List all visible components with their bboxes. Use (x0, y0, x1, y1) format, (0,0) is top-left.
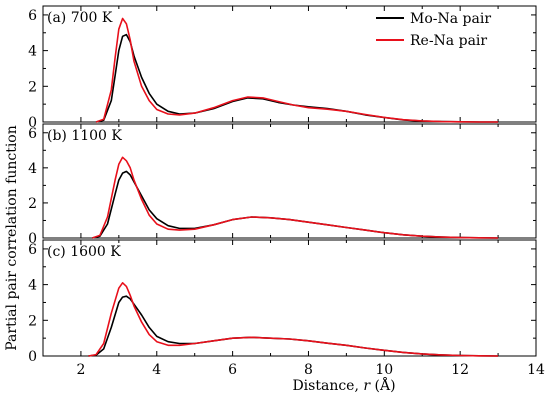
y-axis-label: Partial pair correlation function (4, 125, 20, 351)
legend-label: Mo-Na pair (410, 11, 491, 27)
series-line-re-na (92, 156, 499, 239)
panel-label: (b) 1100 K (47, 128, 122, 144)
y-tick-label: 6 (28, 126, 37, 142)
x-axis-label-text: Distance, (292, 378, 363, 394)
x-tick-label: 10 (375, 362, 393, 378)
x-tick-label: 4 (152, 362, 161, 378)
y-tick-label: 4 (28, 44, 37, 60)
series-line-re-na (95, 17, 499, 123)
y-tick-label: 2 (28, 196, 37, 212)
y-tick-label: 2 (28, 79, 37, 95)
y-tick-label: 4 (28, 278, 37, 294)
panel-0: 0 2 4 6 (a) 700 K (28, 5, 537, 131)
x-tick-label: 8 (304, 362, 313, 378)
panels: 0 2 4 6 (a) 700 K 0 2 4 6 (b) 1100 K 0 2 4 6 (c) 1600 … (28, 5, 537, 365)
legend-label: Re-Na pair (410, 33, 487, 49)
panel-label: (a) 700 K (47, 10, 113, 26)
y-tick-label: 2 (28, 313, 37, 329)
series-line-mo-na (92, 170, 499, 239)
x-axis-label: Distance, r (Å) (292, 376, 395, 394)
panel-1: 0 2 4 6 (b) 1100 K (28, 123, 537, 247)
series-line-re-na (88, 281, 499, 357)
y-tick-label: 6 (28, 242, 37, 258)
panel-frame (42, 5, 537, 123)
y-tick-label: 6 (28, 8, 37, 24)
x-tick-label: 6 (228, 362, 237, 378)
x-tick-labels: 2 4 6 8 10 12 14 (76, 362, 545, 378)
x-axis-label-unit: (Å) (370, 376, 395, 394)
y-tick-label: 0 (28, 349, 37, 365)
y-tick-label: 0 (28, 231, 37, 247)
y-tick-label: 0 (28, 115, 37, 131)
x-tick-label: 14 (527, 362, 545, 378)
panel-frame (42, 239, 537, 357)
panel-frame (42, 123, 537, 239)
series-line-mo-na (88, 295, 499, 357)
legend: Mo-Na pair Re-Na pair (376, 11, 491, 49)
x-tick-label: 12 (451, 362, 469, 378)
y-tick-label: 4 (28, 161, 37, 177)
panel-label: (c) 1600 K (47, 244, 121, 260)
panel-2: 0 2 4 6 (c) 1600 K (28, 239, 537, 365)
x-axis-label-symbol: r (363, 378, 371, 394)
x-tick-label: 2 (76, 362, 85, 378)
